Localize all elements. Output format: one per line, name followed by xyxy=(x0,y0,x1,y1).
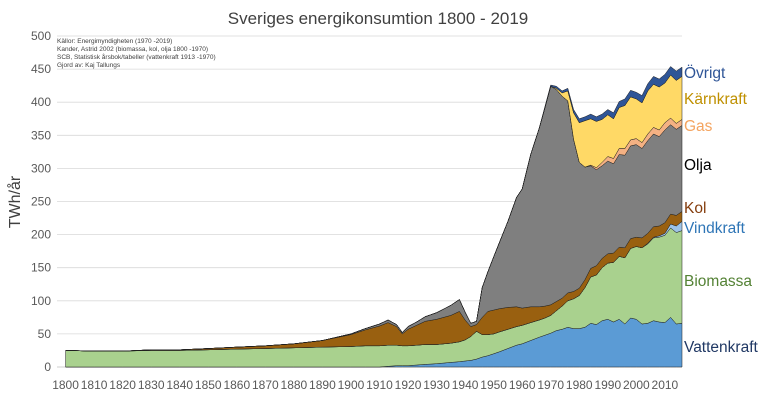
x-tick-label: 1880 xyxy=(281,378,308,392)
x-tick-label: 1810 xyxy=(81,378,108,392)
source-notes: Källor: Energimyndigheten (1970 -2019) K… xyxy=(57,38,216,69)
legend-label-kol: Kol xyxy=(684,200,706,217)
x-tick-label: 1990 xyxy=(594,378,621,392)
y-tick-label: 150 xyxy=(31,261,51,275)
x-tick-label: 1830 xyxy=(138,378,165,392)
x-tick-label: 1800 xyxy=(52,378,79,392)
x-tick-label: 1950 xyxy=(480,378,507,392)
area-series xyxy=(65,66,683,368)
y-tick-labels: 0 50 100 150 200 250 300 350 400 450 500 xyxy=(31,29,51,374)
x-tick-label: 2000 xyxy=(623,378,650,392)
legend-label-gas: Gas xyxy=(684,118,713,135)
x-tick-label: 1850 xyxy=(195,378,222,392)
series-labels: Övrigt Kärnkraft Gas Olja Kol Vindkraft … xyxy=(684,64,759,356)
x-tick-label: 1900 xyxy=(338,378,365,392)
y-tick-label: 450 xyxy=(31,62,51,76)
legend-label-vindkraft: Vindkraft xyxy=(684,220,746,237)
y-tick-label: 300 xyxy=(31,161,51,175)
legend-label-karnkraft: Kärnkraft xyxy=(684,91,748,108)
x-tick-label: 1840 xyxy=(166,378,193,392)
source-line: Källor: Energimyndigheten (1970 -2019) xyxy=(57,38,172,45)
x-tick-label: 1970 xyxy=(537,378,564,392)
y-tick-label: 100 xyxy=(31,294,51,308)
x-tick-label: 1980 xyxy=(566,378,593,392)
x-tick-label: 1930 xyxy=(423,378,450,392)
legend-label-vattenkraft: Vattenkraft xyxy=(684,339,759,356)
y-tick-label: 350 xyxy=(31,128,51,142)
x-tick-labels: 1800 1810 1820 1830 1840 1850 1860 1870 1880 1890… xyxy=(52,378,678,392)
legend-label-ovrigt: Övrigt xyxy=(684,64,726,82)
source-line: Gjord av: Kaj Tallungs xyxy=(57,62,121,69)
y-tick-label: 200 xyxy=(31,228,51,242)
x-tick-label: 1960 xyxy=(509,378,536,392)
x-tick-label: 2010 xyxy=(652,378,679,392)
area--vrigt xyxy=(65,66,683,352)
y-tick-label: 500 xyxy=(31,29,51,43)
y-tick-label: 400 xyxy=(31,95,51,109)
y-tick-label: 0 xyxy=(44,360,51,374)
legend-label-olja: Olja xyxy=(684,157,712,174)
legend-label-biomassa: Biomassa xyxy=(684,273,752,290)
x-tick-label: 1820 xyxy=(109,378,136,392)
x-tick-label: 1940 xyxy=(452,378,479,392)
gridlines xyxy=(57,35,682,368)
x-tick-label: 1860 xyxy=(223,378,250,392)
x-tick-label: 1870 xyxy=(252,378,279,392)
x-tick-label: 1890 xyxy=(309,378,336,392)
chart-title: Sveriges energikonsumtion 1800 - 2019 xyxy=(228,9,529,28)
x-tick-label: 1910 xyxy=(366,378,393,392)
source-line: Kander, Astrid 2002 (biomassa, kol, olja… xyxy=(57,46,208,53)
y-axis-label: TWh/år xyxy=(6,175,24,228)
x-tick-label: 1920 xyxy=(395,378,422,392)
y-tick-label: 250 xyxy=(31,195,51,209)
y-tick-label: 50 xyxy=(38,327,52,341)
source-line: SCB, Statistisk årsbok/tabeller (vattenk… xyxy=(57,53,216,61)
